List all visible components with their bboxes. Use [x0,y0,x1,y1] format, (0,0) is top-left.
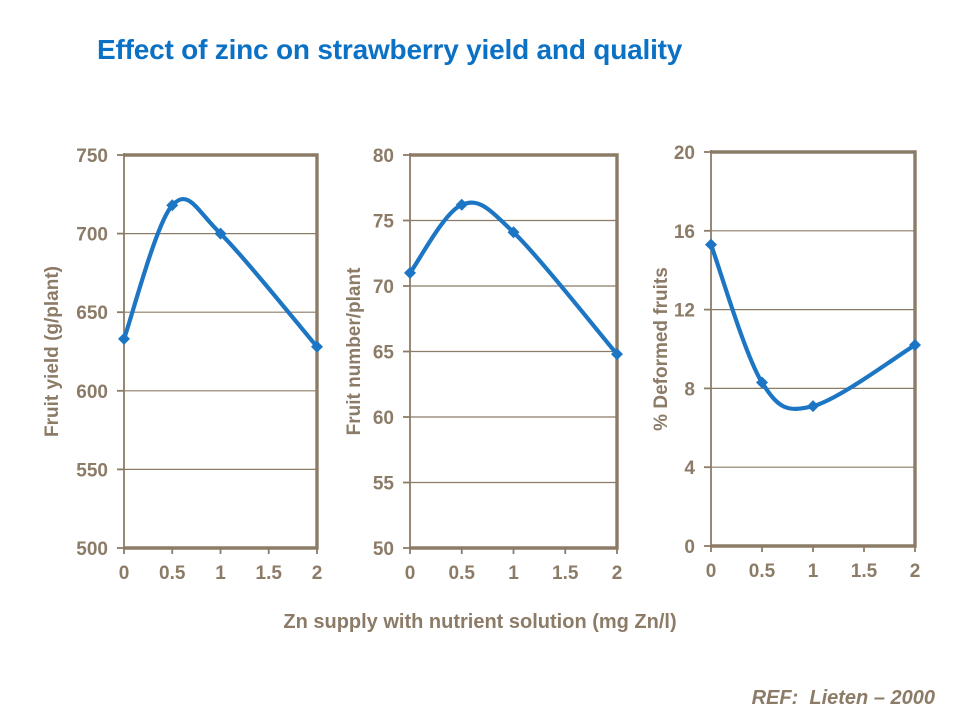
x-tick-label: 0.5 [749,561,776,582]
x-tick-label: 2 [910,561,921,582]
data-line [708,242,918,411]
y-tick-label: 700 [76,225,108,246]
y-tick-label: 20 [674,143,695,164]
y-tick-label: 16 [674,222,695,243]
y-tick-label: 50 [373,539,394,560]
x-tick-label: 1 [808,561,819,582]
y-tick-label: 750 [76,146,108,167]
x-tick-label: 0.5 [449,563,476,584]
y-tick-label: 75 [373,212,395,233]
data-point-marker [507,226,520,239]
chart-fruit-number: 50 55 60 65 70 75 80 0 0.5 1 1.5 2 Fruit number/plan… [344,146,623,584]
x-tick-label: 2 [312,563,323,584]
x-tick-label: 1 [508,563,519,584]
y-tick-label: 55 [373,474,395,495]
data-point-marker [118,332,130,345]
x-tick-label: 0 [706,561,717,582]
data-point-marker [807,400,819,413]
y-axis-title: Fruit number/plant [344,267,365,436]
data-point-marker [756,376,768,389]
y-tick-label: 80 [373,146,394,167]
x-axis-title: Zn supply with nutrient solution (mg Zn/… [283,611,677,633]
data-point-marker [611,348,623,361]
y-tick-label: 550 [76,460,108,481]
chart-deformed-fruits: 0 4 8 12 16 20 0 0.5 1 1.5 2 % Deformed fruits [651,143,921,582]
y-tick-label: 0 [684,537,695,558]
slide-title: Effect of zinc on strawberry yield and q… [97,34,683,65]
data-line [407,200,620,357]
plot-frame [711,150,917,548]
y-tick-label: 8 [684,379,695,400]
x-tick-label: 1.5 [256,563,283,584]
y-tick-label: 500 [76,539,108,560]
data-point-marker [311,340,323,353]
data-point-marker [404,266,416,279]
data-point-marker [455,198,468,211]
y-tick-label: 4 [684,458,695,479]
data-point-marker [166,199,179,212]
y-tick-label: 12 [674,301,695,322]
x-tick-label: 0.5 [159,563,186,584]
chart-fruit-yield: 500 550 600 650 700 750 0 0.5 1 1.5 2 Fruit yield (… [42,146,323,584]
x-tick-label: 0 [405,563,416,584]
data-point-marker [909,339,921,352]
x-tick-label: 1.5 [552,563,579,584]
y-axis-title: % Deformed fruits [651,267,672,431]
x-tick-label: 2 [612,563,623,584]
data-point-marker [214,227,227,240]
plot-frame [124,153,319,550]
y-tick-label: 70 [373,277,394,298]
x-tick-label: 0 [119,563,130,584]
data-point-marker [705,238,717,251]
x-tick-label: 1.5 [851,561,878,582]
x-tick-label: 1 [215,563,226,584]
y-tick-label: 65 [373,343,395,364]
y-axis-title: Fruit yield (g/plant) [42,266,63,437]
y-tick-label: 650 [76,303,108,324]
data-line [121,197,320,349]
y-tick-label: 60 [373,408,394,429]
y-tick-label: 600 [76,382,108,403]
reference-text: REF: Lieten – 2000 [751,687,935,709]
